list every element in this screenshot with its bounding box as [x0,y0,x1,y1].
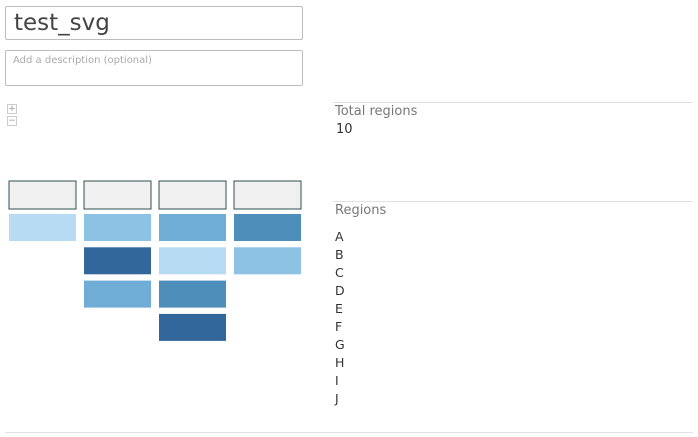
description-field[interactable]: Add a description (optional) [5,50,303,86]
region-tile[interactable] [159,214,226,241]
column-header-tile[interactable] [158,180,227,210]
total-regions-label: Total regions [335,104,418,119]
region-tile[interactable] [159,313,226,341]
region-tile[interactable] [234,247,301,275]
column-header-tile[interactable] [83,180,152,210]
region-tile[interactable] [159,247,226,275]
regions-label: Regions [335,203,387,218]
total-regions-value: 10 [336,122,353,137]
divider [333,102,693,103]
title-input[interactable]: test_svg [5,6,303,40]
region-item[interactable]: I [335,373,339,388]
region-tile[interactable] [9,214,76,241]
region-item[interactable]: H [335,355,345,370]
divider [333,201,693,202]
region-item[interactable]: J [335,391,339,406]
zoom-out-button[interactable]: − [7,116,17,126]
region-tile[interactable] [84,247,151,275]
region-item[interactable]: A [335,229,344,244]
divider [5,432,693,433]
region-map [8,180,302,341]
region-item[interactable]: G [335,337,345,352]
region-item[interactable]: B [335,247,344,262]
region-tile[interactable] [234,214,301,241]
region-tile[interactable] [84,214,151,241]
zoom-in-button[interactable]: + [7,104,17,114]
region-item[interactable]: D [335,283,345,298]
region-tile[interactable] [159,280,226,308]
column-header-tile[interactable] [8,180,77,210]
region-item[interactable]: E [335,301,343,316]
region-item[interactable]: F [335,319,343,334]
column-header-tile[interactable] [233,180,302,210]
region-tile[interactable] [84,280,151,308]
region-item[interactable]: C [335,265,344,280]
